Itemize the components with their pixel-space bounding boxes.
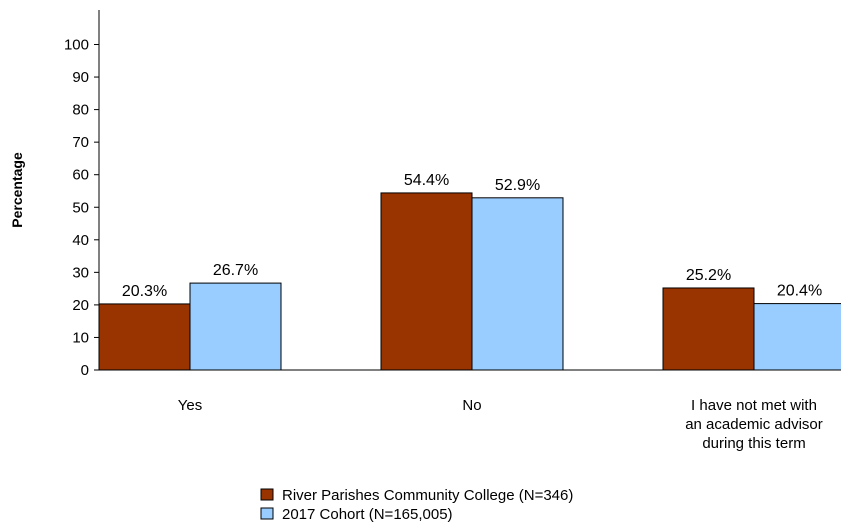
y-tick-label: 10 (72, 329, 89, 346)
bar-series-1-cat-3 (662, 287, 755, 371)
y-tick-label: 50 (72, 199, 89, 216)
bar-series-1-cat-1 (98, 303, 191, 371)
x-category-label: I have not met with (691, 397, 817, 414)
y-tick-label: 70 (72, 134, 89, 151)
legend-entry: River Parishes Community College (N=346) (282, 487, 573, 504)
x-category-label: Yes (178, 397, 202, 414)
data-label: 26.7% (213, 262, 258, 279)
bar-series-2-cat-1 (189, 282, 282, 371)
x-category-label: during this term (702, 435, 805, 452)
legend-entry: 2017 Cohort (N=165,005) (282, 506, 453, 523)
data-label: 52.9% (495, 177, 540, 194)
y-tick-label: 30 (72, 264, 89, 281)
y-axis-label: Percentage (9, 152, 25, 228)
data-label: 20.3% (122, 283, 167, 300)
y-tick-label: 40 (72, 232, 89, 249)
y-tick-label: 90 (72, 69, 89, 86)
y-tick-label: 80 (72, 102, 89, 119)
y-tick-label: 100 (64, 37, 89, 54)
legend-swatch (260, 488, 274, 501)
data-label: 54.4% (404, 172, 449, 189)
y-tick-label: 0 (81, 362, 89, 379)
x-category-label: No (462, 397, 481, 414)
bar-series-2-cat-3 (753, 303, 841, 371)
x-category-label: an academic advisor (685, 416, 823, 433)
legend: River Parishes Community College (N=346)… (260, 487, 573, 523)
y-tick-label: 60 (72, 167, 89, 184)
legend-swatch (260, 507, 274, 520)
data-label: 25.2% (686, 267, 731, 284)
bar-series-2-cat-2 (471, 197, 564, 371)
data-label: 20.4% (777, 283, 822, 300)
bar-series-1-cat-2 (380, 192, 473, 371)
y-tick-label: 20 (72, 297, 89, 314)
